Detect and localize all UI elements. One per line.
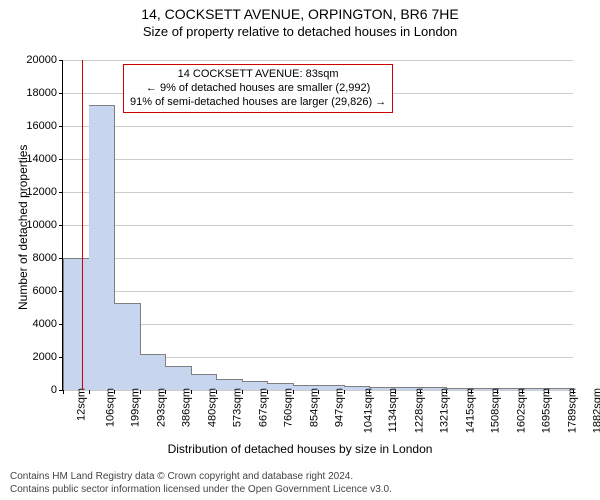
xtick-label: 1882sqm [592,388,600,433]
ytick-label: 12000 [26,186,63,198]
ytick-label: 8000 [33,252,63,264]
x-axis-label: Distribution of detached houses by size … [0,442,600,456]
gridline [63,159,573,160]
xtick-mark [89,390,90,394]
marker-line [82,60,83,390]
xtick-label: 1415sqm [464,388,476,433]
xtick-mark [344,390,345,394]
footer-line2: Contains public sector information licen… [10,484,392,497]
callout-line2: ← 9% of detached houses are smaller (2,9… [130,82,386,96]
xtick-label: 1041sqm [362,388,374,433]
xtick-mark [242,390,243,394]
xtick-mark [165,390,166,394]
xtick-mark [420,390,421,394]
xtick-label: 1695sqm [541,388,553,433]
ytick-label: 6000 [33,285,63,297]
histogram-bar [114,303,141,390]
chart-container: { "title": "14, COCKSETT AVENUE, ORPINGT… [0,0,600,500]
callout-line1: 14 COCKSETT AVENUE: 83sqm [130,68,386,82]
xtick-mark [216,390,217,394]
ytick-label: 18000 [26,87,63,99]
xtick-mark [522,390,523,394]
xtick-label: 1508sqm [490,388,502,433]
xtick-mark [471,390,472,394]
histogram-bar [165,366,192,390]
xtick-mark [369,390,370,394]
xtick-mark [318,390,319,394]
plot-area: 0200040006000800010000120001400016000180… [62,60,573,391]
histogram-bar [140,354,167,390]
footer-text: Contains HM Land Registry data © Crown c… [10,471,392,496]
chart-subtitle: Size of property relative to detached ho… [0,22,600,39]
xtick-mark [548,390,549,394]
xtick-mark [395,390,396,394]
gridline [63,60,573,61]
callout-line3: 91% of semi-detached houses are larger (… [130,96,386,110]
xtick-label: 1602sqm [515,388,527,433]
chart-title: 14, COCKSETT AVENUE, ORPINGTON, BR6 7HE [0,0,600,22]
ytick-label: 2000 [33,351,63,363]
xtick-label: 1789sqm [566,388,578,433]
gridline [63,225,573,226]
gridline [63,192,573,193]
xtick-mark [63,390,64,394]
xtick-mark [140,390,141,394]
xtick-mark [573,390,574,394]
ytick-label: 10000 [26,219,63,231]
histogram-bar [89,105,116,390]
ytick-label: 20000 [26,54,63,66]
xtick-mark [497,390,498,394]
xtick-label: 1321sqm [439,388,451,433]
histogram-bar [63,258,91,390]
xtick-label: 1134sqm [387,388,399,432]
footer-line1: Contains HM Land Registry data © Crown c… [10,471,392,484]
xtick-mark [446,390,447,394]
ytick-label: 16000 [26,120,63,132]
callout-box: 14 COCKSETT AVENUE: 83sqm ← 9% of detach… [123,64,393,113]
xtick-mark [293,390,294,394]
ytick-label: 0 [51,384,63,396]
gridline [63,126,573,127]
xtick-label: 1228sqm [413,388,425,433]
xtick-mark [191,390,192,394]
xtick-mark [267,390,268,394]
ytick-label: 14000 [26,153,63,165]
gridline [63,258,573,259]
xtick-label: 12sqm [76,388,88,421]
xtick-mark [114,390,115,394]
ytick-label: 4000 [33,318,63,330]
gridline [63,291,573,292]
